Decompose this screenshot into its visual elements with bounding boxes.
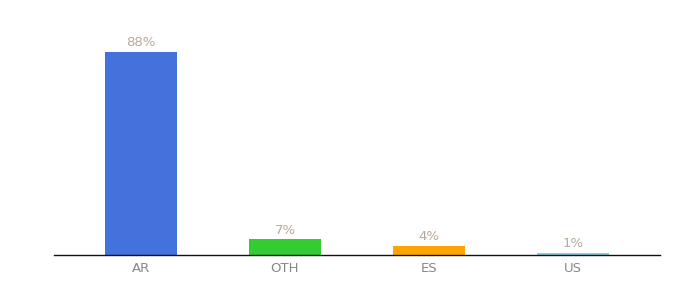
Bar	[393, 246, 465, 255]
Bar	[249, 239, 321, 255]
Text: 7%: 7%	[275, 224, 296, 236]
Bar	[537, 253, 609, 255]
Text: 88%: 88%	[126, 36, 156, 50]
Bar	[105, 52, 177, 255]
Text: 1%: 1%	[562, 237, 583, 250]
Text: 4%: 4%	[419, 230, 439, 243]
